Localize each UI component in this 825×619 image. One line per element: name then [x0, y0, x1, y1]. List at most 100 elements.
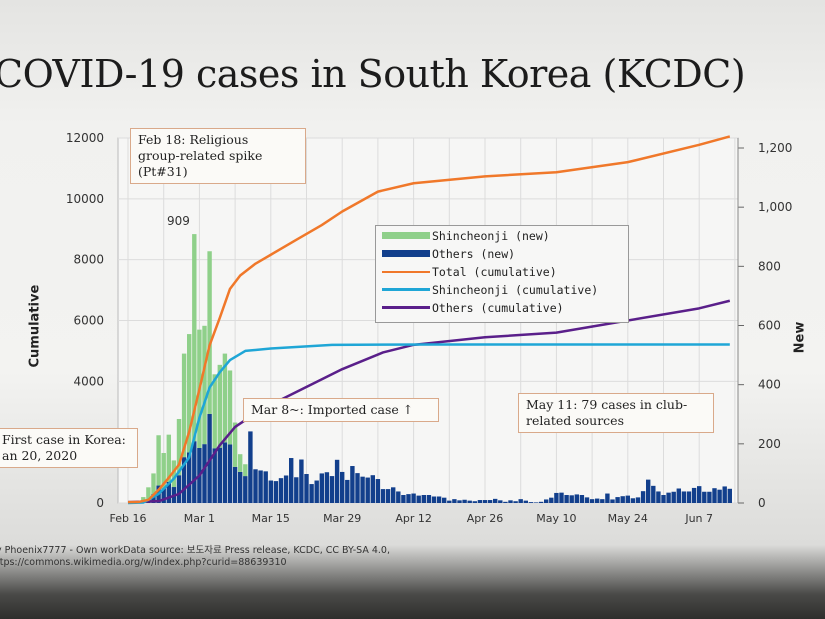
legend: Shincheonji (new) Others (new) Total (cu… — [375, 225, 629, 323]
bar-others-new — [273, 481, 279, 503]
bar-others-new — [646, 479, 651, 503]
bar-others-new — [467, 500, 472, 503]
bar-others-new — [289, 458, 294, 503]
bar-others-new — [365, 477, 370, 503]
bar-shincheonji-new — [238, 454, 243, 472]
legend-item: Shincheonji (cumulative) — [382, 281, 628, 298]
bar-others-new — [334, 459, 340, 503]
bar-others-new — [319, 473, 324, 503]
bar-others-new — [717, 489, 722, 503]
legend-swatch — [382, 288, 430, 291]
y-tick-label: 4000 — [73, 374, 104, 388]
bar-others-new — [554, 492, 559, 503]
bar-others-new — [508, 500, 513, 503]
legend-label: Shincheonji (cumulative) — [432, 282, 599, 297]
bar-others-new — [518, 499, 523, 503]
annotation-first-case: First case in Korea: an 20, 2020 — [0, 428, 138, 468]
bar-others-new — [477, 500, 483, 503]
legend-label: Total (cumulative) — [432, 264, 557, 279]
bar-others-new — [304, 474, 309, 503]
bar-others-new — [329, 476, 335, 503]
bar-shincheonji-new — [146, 487, 151, 500]
y2-tick-label: 600 — [758, 319, 781, 333]
bar-others-new — [569, 495, 574, 503]
bar-others-new — [212, 448, 217, 503]
bar-others-new — [401, 495, 406, 503]
bar-shincheonji-new — [192, 234, 197, 442]
bar-others-new — [640, 491, 646, 503]
y2-tick-label: 400 — [758, 378, 781, 392]
bar-others-new — [462, 499, 467, 503]
bar-others-new — [243, 476, 248, 503]
annotation-line: group-related spike — [138, 148, 263, 163]
bar-shincheonji-new — [151, 473, 156, 495]
x-tick-label: Apr 12 — [395, 512, 432, 525]
bar-shincheonji-new — [227, 370, 233, 445]
bar-shincheonji-new — [212, 374, 217, 449]
bar-others-new — [697, 486, 702, 503]
bar-others-new — [493, 498, 498, 503]
bar-others-new — [528, 502, 534, 503]
bar-others-new — [263, 471, 268, 503]
line-shincheonji-cumulative — [127, 343, 730, 505]
bar-others-new — [498, 500, 503, 503]
legend-item: Others (cumulative) — [382, 299, 628, 316]
bar-shincheonji-new — [181, 353, 187, 458]
bar-others-new — [620, 496, 625, 503]
y2-tick-label: 0 — [758, 496, 766, 510]
bar-others-new — [370, 475, 375, 503]
bar-others-new — [538, 501, 544, 503]
bar-others-new — [651, 485, 656, 503]
credit-line: y Phoenix7777 - Own workData source: 보도자… — [0, 545, 390, 556]
x-tick-label: May 10 — [536, 512, 576, 525]
bar-others-new — [589, 499, 595, 503]
bar-others-new — [661, 495, 666, 503]
bar-shincheonji-new — [222, 353, 228, 443]
bar-others-new — [222, 442, 228, 503]
bar-others-new — [248, 431, 253, 503]
bar-others-new — [176, 475, 182, 503]
x-tick-label: Apr 26 — [467, 512, 504, 525]
bar-others-new — [360, 476, 365, 503]
bar-others-new — [472, 501, 477, 503]
bar-others-new — [151, 494, 156, 503]
x-tick-label: Mar 29 — [323, 512, 361, 525]
bar-others-new — [258, 470, 263, 503]
bar-shincheonji-new — [176, 418, 182, 476]
bar-others-new — [533, 502, 539, 503]
bar-others-new — [436, 496, 442, 503]
bar-others-new — [702, 491, 707, 503]
bar-others-new — [232, 466, 238, 503]
bar-others-new — [355, 473, 360, 503]
line-total-cumulative — [127, 135, 731, 504]
annotation-line: May 11: 79 cases in club- — [526, 397, 688, 412]
bar-others-new — [676, 488, 681, 503]
annotation-may11: May 11: 79 cases in club- related source… — [518, 393, 714, 433]
bar-others-new — [314, 480, 319, 503]
bar-shincheonji-new — [161, 453, 166, 489]
bar-others-new — [549, 497, 554, 503]
legend-swatch — [382, 306, 430, 309]
legend-label: Others (new) — [432, 246, 516, 261]
bar-others-new — [345, 479, 350, 503]
bar-others-new — [671, 491, 676, 503]
bar-others-new — [579, 495, 585, 503]
bar-others-new — [217, 447, 222, 503]
peak-label: 909 — [167, 214, 190, 228]
bar-others-new — [707, 491, 712, 503]
legend-swatch — [382, 270, 430, 273]
bar-others-new — [385, 489, 391, 503]
bar-shincheonji-new — [171, 460, 177, 488]
chart-title: COVID-19 cases in South Korea (KCDC) — [0, 52, 746, 96]
bar-others-new — [227, 444, 233, 503]
legend-swatch — [382, 232, 430, 239]
bar-shincheonji-new — [166, 434, 171, 482]
bar-others-new — [574, 494, 579, 503]
bar-others-new — [584, 497, 590, 503]
bar-others-new — [340, 471, 345, 503]
bar-others-new — [727, 488, 732, 503]
y-tick-label: 8000 — [73, 253, 104, 267]
bar-others-new — [487, 500, 493, 503]
bar-others-new — [294, 477, 299, 503]
bar-others-new — [187, 452, 192, 503]
